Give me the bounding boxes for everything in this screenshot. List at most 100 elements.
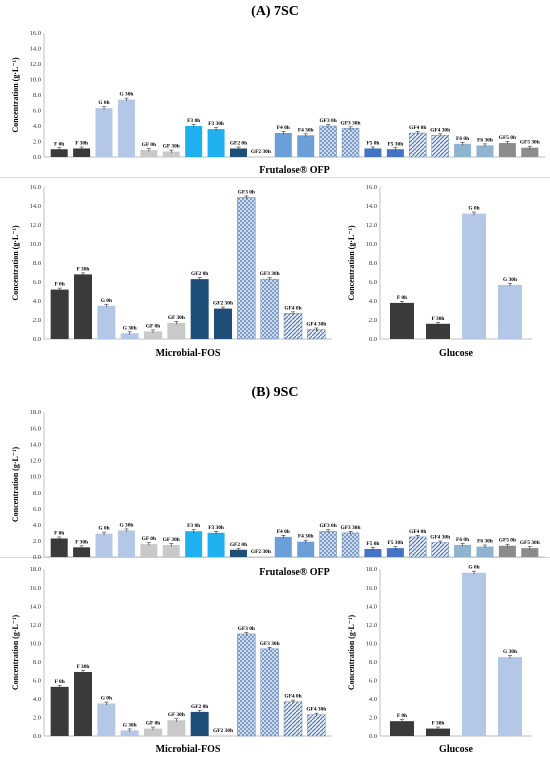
data-label: GF2 30h xyxy=(213,301,233,307)
y-tick-label: 8.0 xyxy=(369,260,377,267)
data-label: GF4 30h xyxy=(430,535,450,541)
y-tick-label: 10.0 xyxy=(30,640,41,647)
bar xyxy=(120,333,139,339)
bar xyxy=(297,135,315,157)
bar xyxy=(409,536,427,558)
bar xyxy=(73,148,91,157)
y-tick-label: 0.0 xyxy=(33,554,41,561)
y-tick-label: 14.0 xyxy=(30,441,41,448)
bar xyxy=(117,99,135,157)
data-label: G 30h xyxy=(119,92,133,98)
bar xyxy=(341,532,360,558)
bar xyxy=(431,135,449,158)
y-tick-label: 14.0 xyxy=(30,603,41,610)
y-axis-label: Concentration (g·L⁻¹) xyxy=(11,225,20,301)
bar xyxy=(229,148,247,157)
data-label: GF3 0h xyxy=(238,189,255,195)
bar xyxy=(162,544,180,557)
y-tick-label: 0.0 xyxy=(33,336,41,343)
y-axis-label: Concentration (g·L⁻¹) xyxy=(11,615,20,691)
y-tick-label: 8.0 xyxy=(33,260,41,267)
bar xyxy=(144,728,162,736)
chart-title: Frutalose® OFP xyxy=(259,567,330,578)
y-tick-label: 12.0 xyxy=(30,458,41,465)
data-label: F 30h xyxy=(77,664,90,670)
data-label: F6 30h xyxy=(477,137,493,143)
y-tick-label: 18.0 xyxy=(30,409,41,416)
bar xyxy=(283,313,303,340)
y-tick-label: 18.0 xyxy=(366,566,377,573)
data-label: GF 0h xyxy=(146,323,160,329)
data-label: F5 0h xyxy=(366,541,379,547)
y-tick-label: 14.0 xyxy=(30,46,41,53)
bar xyxy=(319,530,337,558)
data-label: GF3 30h xyxy=(341,525,361,531)
data-label: F 0h xyxy=(54,141,64,147)
bar xyxy=(260,278,279,340)
y-tick-label: 0.0 xyxy=(33,154,41,161)
y-tick-label: 4.0 xyxy=(369,298,377,305)
y-tick-label: 0.0 xyxy=(369,336,377,343)
bar xyxy=(229,549,247,557)
y-tick-label: 14.0 xyxy=(366,603,377,610)
bar xyxy=(50,149,68,157)
data-label: GF4 30h xyxy=(306,707,326,713)
data-label: GF2 30h xyxy=(251,549,271,555)
y-tick-label: 2.0 xyxy=(33,538,41,545)
y-tick-label: 4.0 xyxy=(33,123,41,130)
bar xyxy=(95,108,113,157)
data-label: F4 30h xyxy=(298,127,314,133)
y-tick-label: 10.0 xyxy=(30,77,41,84)
bar xyxy=(207,532,225,557)
data-label: F 0h xyxy=(55,282,65,288)
bar xyxy=(454,143,472,157)
data-label: GF 30h xyxy=(168,315,185,321)
y-tick-label: 4.0 xyxy=(33,696,41,703)
y-tick-label: 14.0 xyxy=(366,203,377,210)
y-tick-label: 12.0 xyxy=(30,61,41,68)
y-tick-label: 0.0 xyxy=(369,733,377,740)
y-tick-label: 12.0 xyxy=(30,222,41,229)
bar xyxy=(117,530,135,557)
bar xyxy=(297,541,315,557)
data-label: F4 0h xyxy=(277,529,290,535)
y-tick-label: 10.0 xyxy=(30,474,41,481)
data-label: G 30h xyxy=(123,722,137,728)
data-label: F 30h xyxy=(77,266,90,272)
data-label: GF2 0h xyxy=(191,271,208,277)
y-tick-label: 10.0 xyxy=(366,241,377,248)
data-label: GF3 0h xyxy=(319,523,336,529)
y-tick-label: 6.0 xyxy=(369,678,377,685)
data-label: GF 0h xyxy=(142,536,156,542)
data-label: G 0h xyxy=(468,206,479,212)
bar xyxy=(498,143,516,157)
bar xyxy=(390,302,414,339)
data-label: G 30h xyxy=(119,522,133,528)
y-tick-label: 12.0 xyxy=(366,622,377,629)
bar xyxy=(140,544,158,557)
y-tick-label: 14.0 xyxy=(30,203,41,210)
data-label: GF3 30h xyxy=(260,641,280,647)
data-label: F 30h xyxy=(75,539,88,545)
bar xyxy=(185,531,203,557)
y-tick-label: 8.0 xyxy=(369,659,377,666)
data-label: F5 30h xyxy=(387,540,403,546)
y-tick-label: 12.0 xyxy=(30,622,41,629)
data-label: F 0h xyxy=(54,530,64,536)
bar xyxy=(341,128,360,158)
data-label: G 0h xyxy=(98,526,109,532)
y-tick-label: 6.0 xyxy=(369,279,377,286)
y-axis-label: Concentration (g·L⁻¹) xyxy=(11,57,20,133)
bar xyxy=(521,548,539,557)
data-label: GF4 0h xyxy=(409,125,426,131)
data-label: G 30h xyxy=(503,277,517,283)
data-label: F3 30h xyxy=(208,121,224,127)
data-label: GF5 0h xyxy=(499,538,516,544)
data-label: F5 30h xyxy=(387,141,403,147)
bar xyxy=(364,548,382,557)
data-label: GF4 30h xyxy=(430,127,450,133)
chart-title: Glucose xyxy=(439,744,473,755)
bar xyxy=(454,544,472,557)
y-tick-label: 2.0 xyxy=(369,317,377,324)
data-label: GF2 0h xyxy=(230,140,247,146)
